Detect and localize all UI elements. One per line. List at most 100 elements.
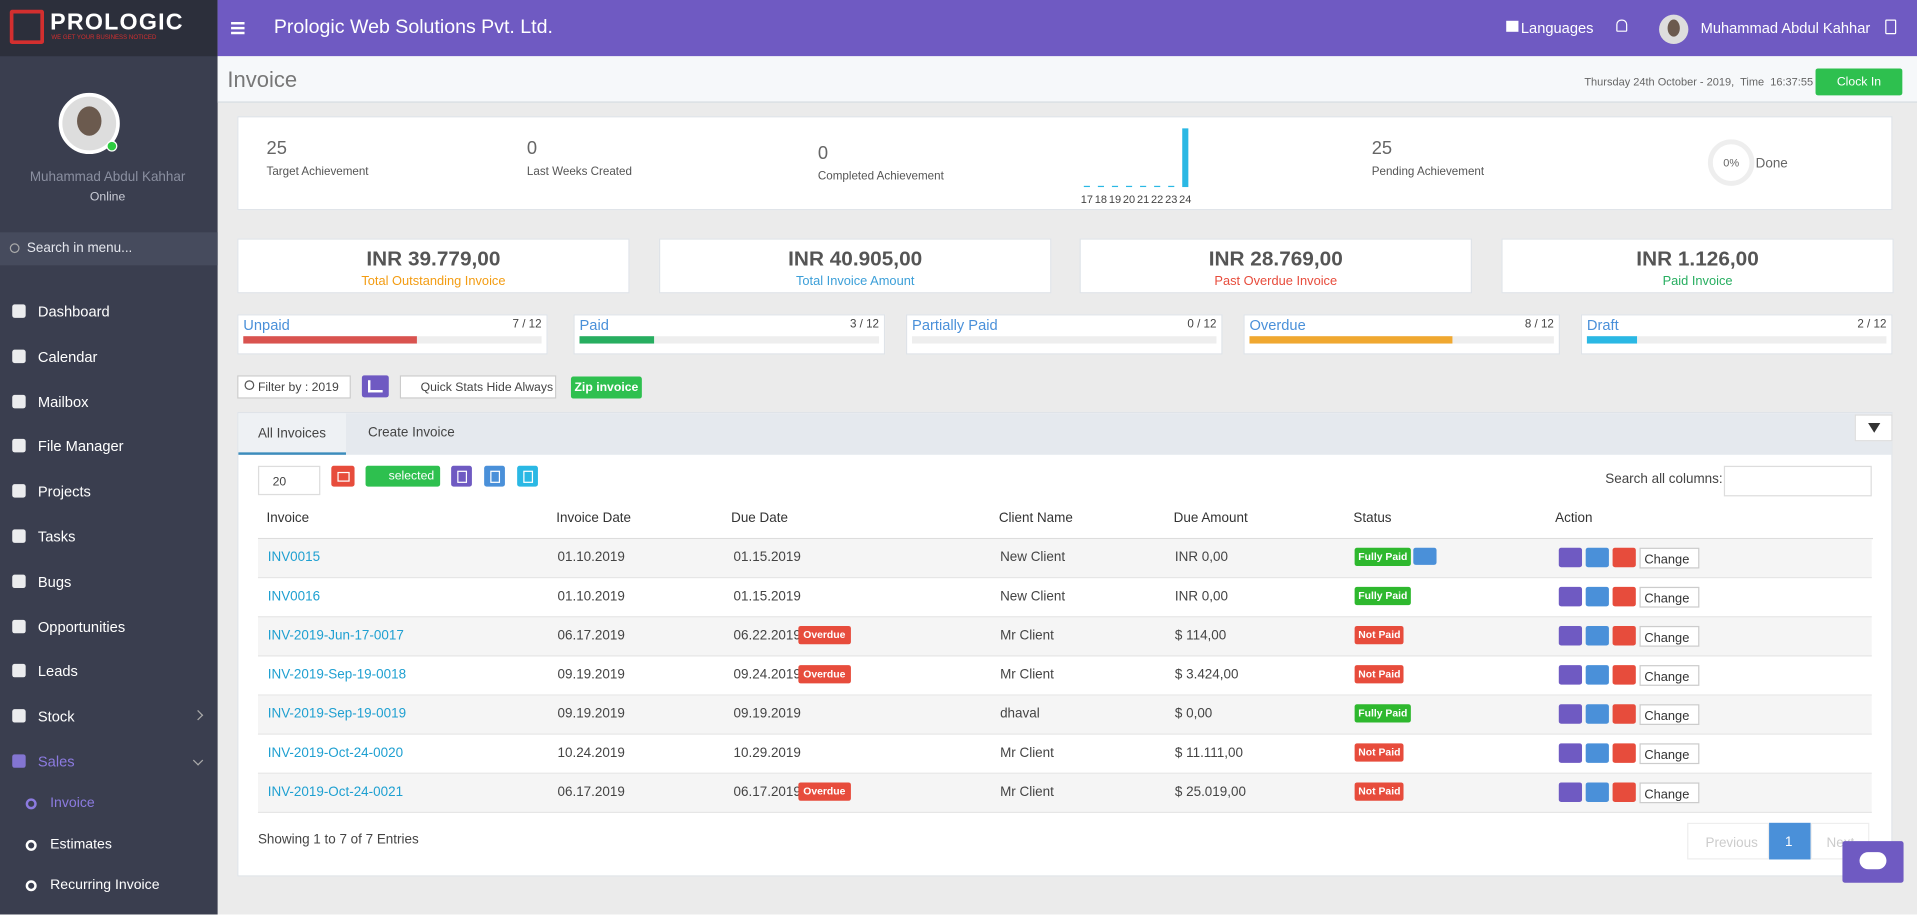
column-header[interactable]: Invoice bbox=[266, 511, 310, 526]
copy-button[interactable] bbox=[1558, 586, 1583, 607]
mini-bar bbox=[1154, 185, 1161, 188]
status-card bbox=[1580, 314, 1893, 355]
print-button[interactable] bbox=[331, 465, 355, 487]
menu-item[interactable]: Sales bbox=[37, 753, 75, 771]
edit-button[interactable] bbox=[1585, 586, 1609, 607]
invoice-link[interactable]: INV-2019-Sep-19-0018 bbox=[267, 667, 407, 683]
status-label[interactable]: Unpaid bbox=[243, 316, 290, 334]
filter-toggle[interactable] bbox=[1854, 414, 1893, 442]
column-header[interactable]: Client Name bbox=[998, 511, 1073, 526]
copy-button[interactable] bbox=[1558, 704, 1583, 724]
invoice-link[interactable]: INV0015 bbox=[267, 550, 321, 565]
chart-button[interactable] bbox=[361, 375, 389, 398]
change-dropdown[interactable]: Change bbox=[1639, 625, 1700, 647]
page-title: Invoice bbox=[227, 67, 298, 92]
copy-button[interactable] bbox=[1558, 665, 1583, 685]
invoice-link[interactable]: INV-2019-Oct-24-0020 bbox=[267, 745, 404, 761]
bell-icon[interactable] bbox=[1616, 19, 1628, 32]
total-card bbox=[658, 238, 1052, 294]
delete-button[interactable] bbox=[1612, 782, 1636, 803]
menu-item[interactable]: Projects bbox=[37, 483, 91, 501]
status-track bbox=[1586, 336, 1887, 344]
status-label[interactable]: Paid bbox=[579, 316, 609, 334]
overdue-badge: Overdue bbox=[798, 665, 851, 683]
invoice-link[interactable]: INV-2019-Jun-17-0017 bbox=[267, 628, 404, 644]
menu-item[interactable]: Tasks bbox=[37, 528, 76, 546]
change-dropdown[interactable]: Change bbox=[1639, 782, 1700, 804]
column-header[interactable]: Status bbox=[1353, 511, 1392, 526]
invoice-link[interactable]: INV0016 bbox=[267, 589, 321, 604]
column-header[interactable]: Invoice Date bbox=[556, 511, 632, 526]
menu-icon bbox=[12, 664, 26, 678]
menu-item[interactable]: File Manager bbox=[37, 438, 124, 456]
flag-icon bbox=[1506, 20, 1519, 32]
invoice-link[interactable]: INV-2019-Sep-19-0019 bbox=[267, 706, 407, 722]
status-label[interactable]: Partially Paid bbox=[912, 316, 998, 334]
edit-button[interactable] bbox=[1585, 547, 1609, 568]
invoice-link[interactable]: INV-2019-Oct-24-0021 bbox=[267, 784, 404, 800]
sidebar bbox=[0, 0, 218, 915]
page-size-select[interactable]: 20 bbox=[257, 465, 321, 496]
search-input[interactable] bbox=[1723, 465, 1872, 497]
filter-button[interactable]: Filter by : 2019 bbox=[237, 375, 351, 399]
copy-button[interactable] bbox=[1558, 782, 1583, 803]
delete-button[interactable] bbox=[1612, 625, 1636, 646]
logo-area: PROLOGIC WE GET YOUR BUSINESS NOTICED bbox=[0, 0, 218, 57]
chat-button[interactable] bbox=[1842, 841, 1904, 883]
change-dropdown[interactable]: Change bbox=[1639, 704, 1700, 725]
menu-item[interactable]: Leads bbox=[37, 663, 78, 681]
column-header[interactable]: Due Date bbox=[731, 511, 788, 526]
change-dropdown[interactable]: Change bbox=[1639, 743, 1700, 765]
page-button[interactable]: 1 bbox=[1769, 822, 1811, 860]
refresh-button[interactable] bbox=[1413, 547, 1437, 565]
column-header[interactable]: Action bbox=[1555, 511, 1593, 526]
menu-item[interactable]: Mailbox bbox=[37, 393, 89, 411]
submenu-item[interactable]: Estimates bbox=[50, 836, 112, 852]
submenu-item[interactable]: Invoice bbox=[50, 795, 95, 811]
avatar-face bbox=[77, 106, 102, 136]
sidebar-search[interactable]: Search in menu... bbox=[0, 232, 218, 266]
clock-in-button[interactable]: Clock In bbox=[1815, 68, 1903, 96]
header-user[interactable]: Muhammad Abdul Kahhar bbox=[1700, 19, 1871, 37]
delete-button[interactable] bbox=[1612, 743, 1636, 763]
menu-item[interactable]: Opportunities bbox=[37, 618, 126, 636]
edit-button[interactable] bbox=[1585, 665, 1609, 685]
edit-button[interactable] bbox=[1585, 743, 1609, 763]
tab[interactable]: Create Invoice bbox=[367, 425, 455, 441]
tab[interactable]: All Invoices bbox=[257, 426, 326, 442]
copy-button[interactable] bbox=[1558, 547, 1583, 568]
change-dropdown[interactable]: Change bbox=[1639, 586, 1700, 608]
change-dropdown[interactable]: Change bbox=[1639, 547, 1700, 569]
menu-item[interactable]: Stock bbox=[37, 708, 75, 726]
mini-bar bbox=[1125, 185, 1133, 188]
print-selected-button[interactable]: selected bbox=[365, 465, 441, 487]
previous-button[interactable]: Previous bbox=[1687, 822, 1770, 860]
edit-button[interactable] bbox=[1585, 782, 1609, 803]
copy-button[interactable] bbox=[1558, 625, 1583, 646]
panel-toggle[interactable] bbox=[1885, 19, 1897, 35]
submenu-item[interactable]: Recurring Invoice bbox=[50, 877, 160, 893]
change-dropdown[interactable]: Change bbox=[1639, 665, 1700, 686]
status-label[interactable]: Overdue bbox=[1249, 316, 1306, 334]
export-button[interactable] bbox=[451, 465, 472, 487]
export-button[interactable] bbox=[517, 465, 538, 487]
total-label: Total Invoice Amount bbox=[795, 273, 915, 289]
edit-button[interactable] bbox=[1585, 625, 1609, 646]
delete-button[interactable] bbox=[1612, 665, 1636, 685]
delete-button[interactable] bbox=[1612, 704, 1636, 724]
zip-button[interactable]: Zip invoice bbox=[570, 376, 642, 399]
copy-button[interactable] bbox=[1558, 743, 1583, 763]
column-header[interactable]: Due Amount bbox=[1173, 511, 1248, 526]
active-tab-bg bbox=[238, 413, 346, 455]
edit-button[interactable] bbox=[1585, 704, 1609, 724]
languages[interactable]: Languages bbox=[1520, 19, 1594, 37]
menu-item[interactable]: Dashboard bbox=[37, 303, 110, 321]
menu-item[interactable]: Calendar bbox=[37, 348, 98, 366]
delete-button[interactable] bbox=[1612, 547, 1636, 568]
status-label[interactable]: Draft bbox=[1586, 316, 1619, 334]
hamburger[interactable] bbox=[231, 22, 245, 35]
delete-button[interactable] bbox=[1612, 586, 1636, 607]
menu-item[interactable]: Bugs bbox=[37, 573, 72, 591]
export-button[interactable] bbox=[484, 465, 505, 487]
quick-stats-button[interactable]: Quick Stats Hide Always bbox=[399, 375, 557, 399]
